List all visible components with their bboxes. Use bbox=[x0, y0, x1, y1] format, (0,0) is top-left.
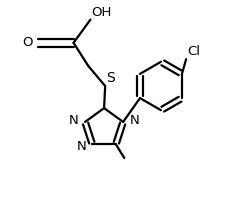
Text: OH: OH bbox=[92, 6, 112, 19]
Text: Cl: Cl bbox=[187, 45, 200, 58]
Text: N: N bbox=[69, 114, 78, 127]
Text: N: N bbox=[130, 114, 140, 127]
Text: S: S bbox=[106, 71, 115, 85]
Text: N: N bbox=[77, 140, 86, 153]
Text: O: O bbox=[22, 36, 32, 49]
